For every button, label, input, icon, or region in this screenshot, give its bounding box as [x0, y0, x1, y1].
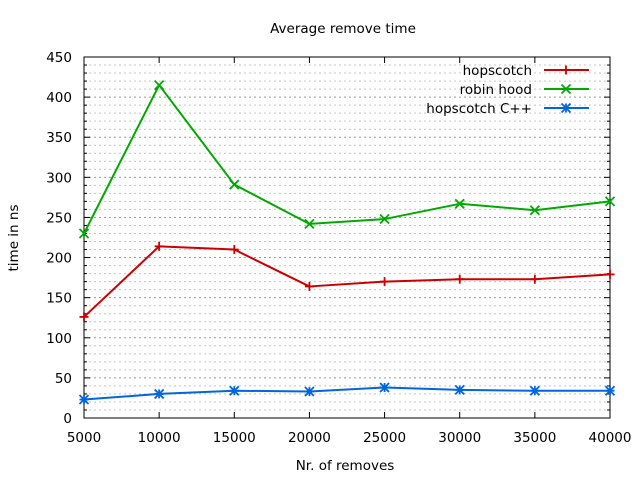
- data-point: [304, 218, 315, 229]
- y-tick-label: 0: [63, 411, 72, 427]
- x-tick-label: 5000: [67, 430, 101, 446]
- data-point: [229, 385, 240, 396]
- data-point: [455, 274, 465, 284]
- data-point: [529, 205, 540, 216]
- data-point: [79, 312, 89, 322]
- data-point: [605, 269, 615, 279]
- legend-label: hopscotch: [463, 63, 532, 79]
- series-line: [83, 386, 610, 401]
- data-point: [379, 382, 390, 393]
- y-tick-label: 400: [46, 90, 72, 106]
- plot-frame: [83, 56, 611, 419]
- x-tick-label: 15000: [213, 430, 256, 446]
- data-point: [530, 274, 540, 284]
- axes: 0 50 100 150 200 250 300 350 400 450 5000 10000 1500…: [46, 50, 631, 446]
- y-tick-label: 150: [46, 291, 72, 307]
- y-tick-label: 100: [46, 331, 72, 347]
- y-tick-label: 350: [46, 130, 72, 146]
- data-point: [604, 385, 616, 396]
- data-point: [604, 196, 616, 207]
- legend-label: robin hood: [460, 82, 532, 98]
- legend-marker: [561, 65, 571, 75]
- y-tick-label: 50: [55, 371, 72, 387]
- data-point: [304, 281, 314, 291]
- chart-title: Average remove time: [270, 21, 416, 37]
- legend-marker: [560, 83, 572, 95]
- data-point: [454, 198, 465, 209]
- data-point: [229, 179, 240, 190]
- data-point: [229, 245, 239, 255]
- data-point: [78, 228, 90, 239]
- series-lines: [78, 79, 616, 405]
- y-tick-label: 200: [46, 251, 72, 267]
- legend: hopscotch robin hood hopscotch C++: [426, 63, 589, 117]
- x-tick-label: 35000: [513, 430, 556, 446]
- legend-marker: [560, 102, 572, 114]
- x-axis-label: Nr. of removes: [296, 458, 395, 474]
- legend-label: hopscotch C++: [426, 101, 532, 117]
- y-tick-label: 250: [46, 210, 72, 226]
- data-point: [380, 277, 390, 287]
- y-tick-label: 450: [46, 50, 72, 66]
- x-tick-label: 40000: [589, 430, 632, 446]
- x-tick-label: 30000: [438, 430, 481, 446]
- data-point: [154, 79, 165, 91]
- data-point: [304, 386, 315, 397]
- series-line: [83, 245, 611, 318]
- series-line: [83, 84, 611, 234]
- data-point: [379, 213, 390, 225]
- x-tick-label: 10000: [138, 430, 181, 446]
- data-point: [154, 388, 165, 400]
- data-point: [529, 385, 540, 396]
- y-axis-label: time in ns: [6, 205, 22, 272]
- data-point: [154, 241, 164, 251]
- y-tick-label: 300: [46, 170, 72, 186]
- x-tick-label: 20000: [288, 430, 331, 446]
- data-point: [454, 384, 465, 396]
- data-point: [78, 394, 90, 405]
- x-tick-label: 25000: [363, 430, 406, 446]
